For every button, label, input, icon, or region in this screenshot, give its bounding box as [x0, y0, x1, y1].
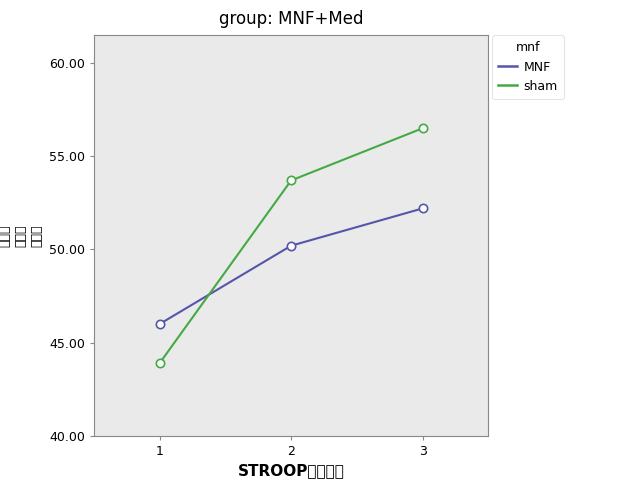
Y-axis label: 평균을
전안한
변화량: 평균을 전안한 변화량	[0, 224, 43, 246]
Title: group: MNF+Med: group: MNF+Med	[219, 10, 363, 28]
X-axis label: STROOP색상단어: STROOP색상단어	[238, 463, 344, 478]
Legend: MNF, sham: MNF, sham	[492, 35, 564, 99]
